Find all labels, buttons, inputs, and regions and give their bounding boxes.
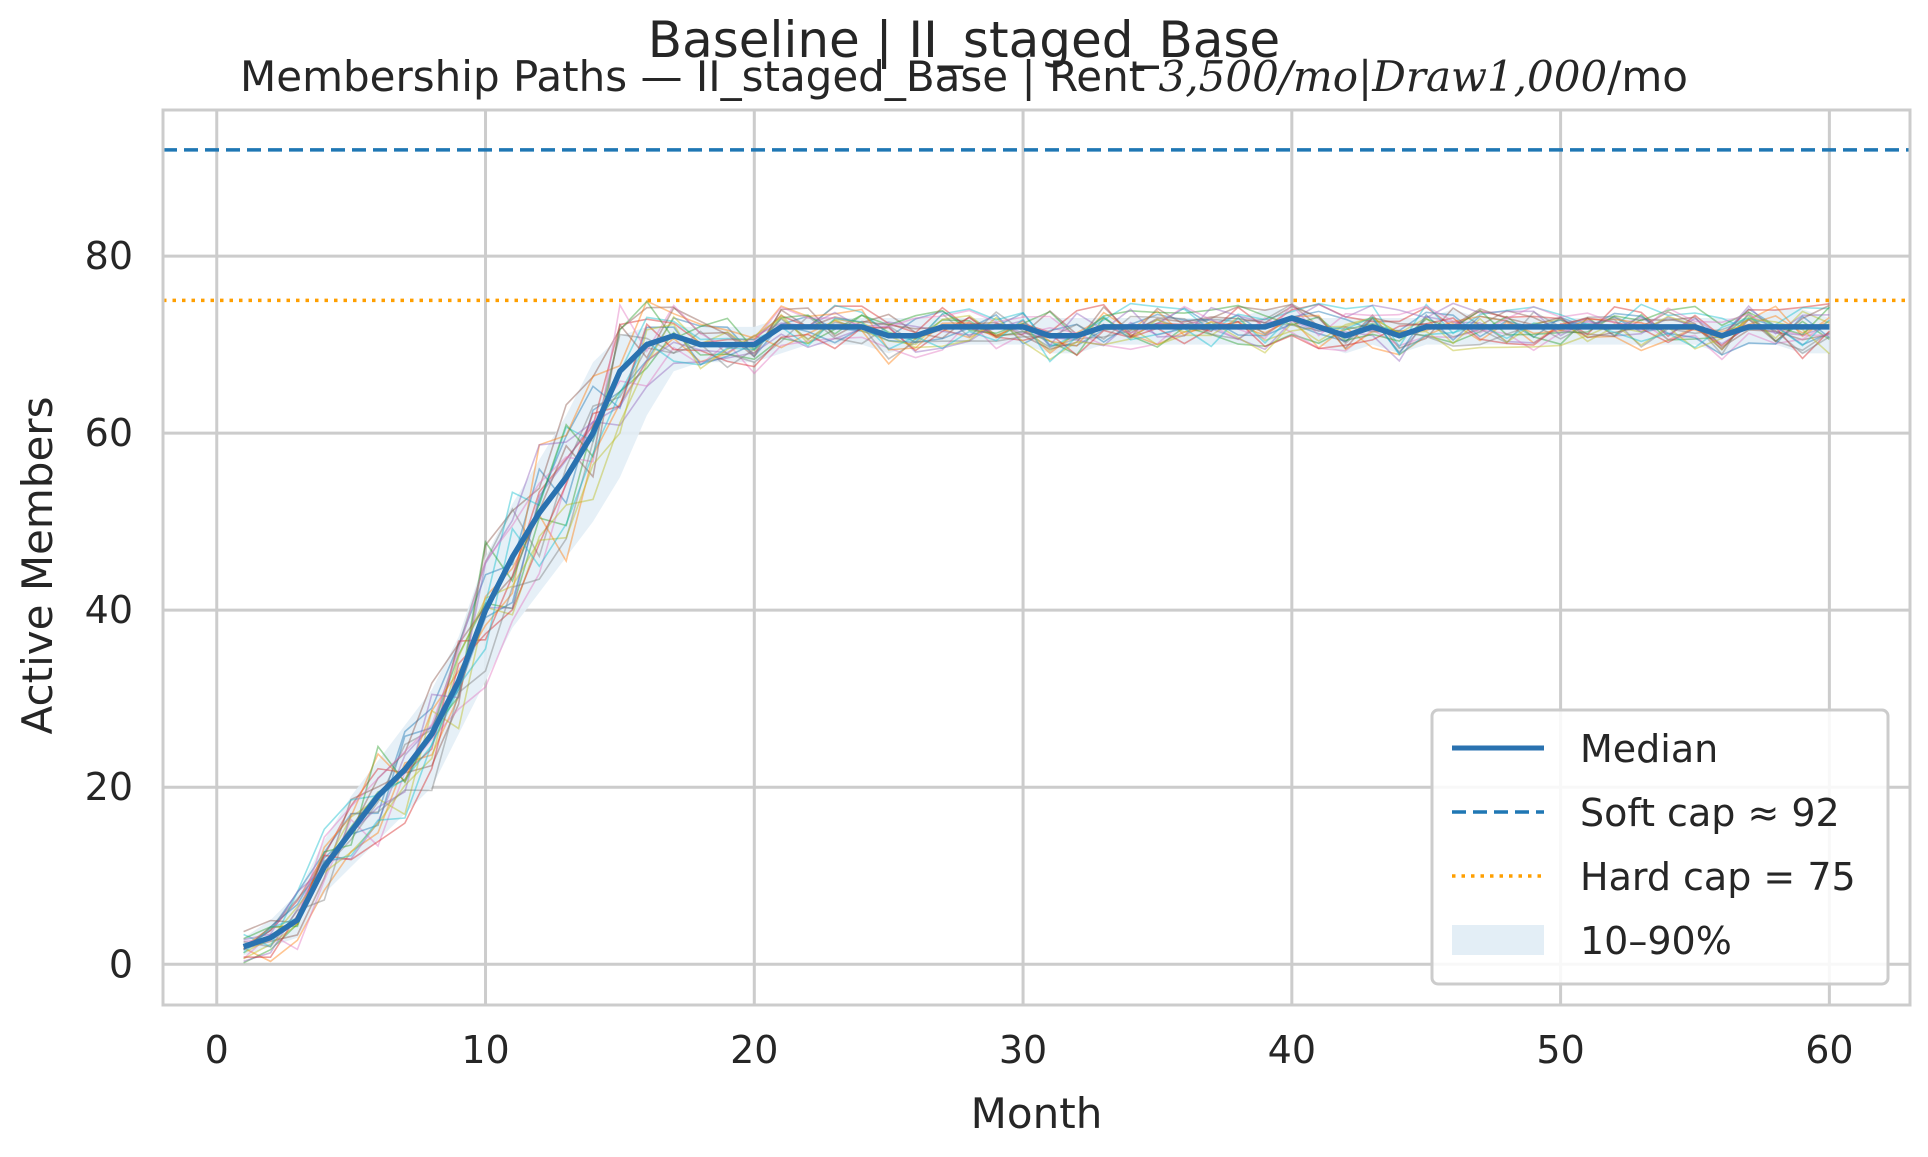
y-tick-label: 20 [85,765,133,809]
x-tick-label: 0 [205,1028,229,1072]
sample-path [243,316,1830,959]
median-line [242,315,1830,950]
y-tick-label: 0 [109,942,133,986]
sample-path [243,303,1830,950]
axes-subtitle: Membership Paths — II_staged_Base | Rent… [0,52,1928,102]
x-tick-label: 60 [1805,1028,1853,1072]
legend-label: Median [1580,727,1718,771]
sample-path [243,300,1830,940]
x-tick-label: 40 [1268,1028,1316,1072]
legend-label: 10–90% [1580,919,1732,963]
y-tick-label: 80 [85,234,133,278]
x-tick-label: 20 [730,1028,778,1072]
legend-label: Hard cap = 75 [1580,855,1856,899]
sample-path [243,303,1830,948]
x-tick-labels: 0 10 20 30 40 50 60 [205,1028,1854,1072]
figure-suptitle: Baseline | II_staged_Base [647,11,1281,69]
subtitle-part-1: Membership Paths — II_staged_Base | Rent [240,52,1159,101]
median-series [242,315,1830,950]
sample-path [243,304,1830,933]
subtitle-part-3: /mo [1607,52,1688,101]
x-axis-label: Month [971,1089,1103,1138]
x-tick-label: 30 [999,1028,1047,1072]
legend-box [1430,708,1890,986]
legend-band-swatch [1452,925,1544,955]
sample-path [243,310,1830,960]
sample-path [243,316,1830,954]
sample-path [243,312,1830,951]
y-tick-label: 40 [85,588,133,632]
sample-path [243,302,1830,943]
y-axis-label: Active Members [13,397,62,735]
sample-path [243,315,1830,948]
subtitle-part-math: 3,500/mo|Draw1,000 [1158,52,1608,101]
plot-frame [161,108,1912,1007]
x-tick-label: 10 [461,1028,509,1072]
legend-label: Soft cap ≈ 92 [1580,791,1840,835]
y-tick-label: 60 [85,411,133,455]
reference-lines [163,148,1910,303]
legend: Median Soft cap ≈ 92 Hard cap = 75 10–90% [1430,708,1890,986]
x-tick-label: 50 [1536,1028,1584,1072]
sample-path [243,313,1830,964]
y-tick-labels: 0 20 40 60 80 [85,234,133,986]
